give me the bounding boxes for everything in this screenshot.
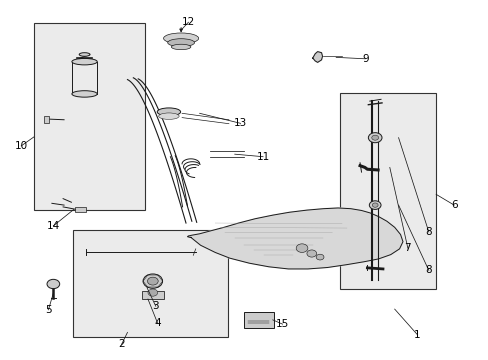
Text: 1: 1 <box>413 330 420 340</box>
Circle shape <box>371 135 378 140</box>
Text: 6: 6 <box>450 200 457 210</box>
Text: 11: 11 <box>256 152 269 162</box>
Bar <box>339 93 435 289</box>
Ellipse shape <box>163 33 198 44</box>
Bar <box>34 23 145 211</box>
Circle shape <box>47 279 60 289</box>
Text: 14: 14 <box>47 221 60 231</box>
Ellipse shape <box>167 39 194 46</box>
Bar <box>142 291 163 299</box>
Text: 9: 9 <box>362 54 368 64</box>
Ellipse shape <box>171 44 190 50</box>
Circle shape <box>147 277 158 285</box>
Circle shape <box>296 244 307 252</box>
Circle shape <box>368 201 380 210</box>
Polygon shape <box>187 208 402 269</box>
Bar <box>73 230 227 337</box>
Text: 13: 13 <box>233 118 247 128</box>
Ellipse shape <box>72 58 97 65</box>
Circle shape <box>143 274 162 288</box>
Circle shape <box>316 254 324 260</box>
Polygon shape <box>312 51 322 62</box>
Text: 2: 2 <box>118 339 124 349</box>
Text: 4: 4 <box>154 319 161 328</box>
Ellipse shape <box>79 53 90 56</box>
Text: 15: 15 <box>275 319 288 329</box>
Text: 8: 8 <box>425 265 431 275</box>
Text: 5: 5 <box>45 305 52 315</box>
Ellipse shape <box>72 91 97 97</box>
Text: 8: 8 <box>425 227 431 237</box>
Circle shape <box>148 289 158 296</box>
FancyBboxPatch shape <box>243 312 273 328</box>
Circle shape <box>367 133 381 143</box>
Text: 7: 7 <box>404 243 410 253</box>
Circle shape <box>306 250 316 257</box>
Text: 12: 12 <box>182 17 195 27</box>
Bar <box>75 207 85 212</box>
Ellipse shape <box>157 108 180 116</box>
Bar <box>43 116 49 123</box>
Circle shape <box>371 203 377 207</box>
Text: 10: 10 <box>15 141 28 151</box>
Ellipse shape <box>158 113 179 120</box>
Text: 3: 3 <box>152 301 159 311</box>
